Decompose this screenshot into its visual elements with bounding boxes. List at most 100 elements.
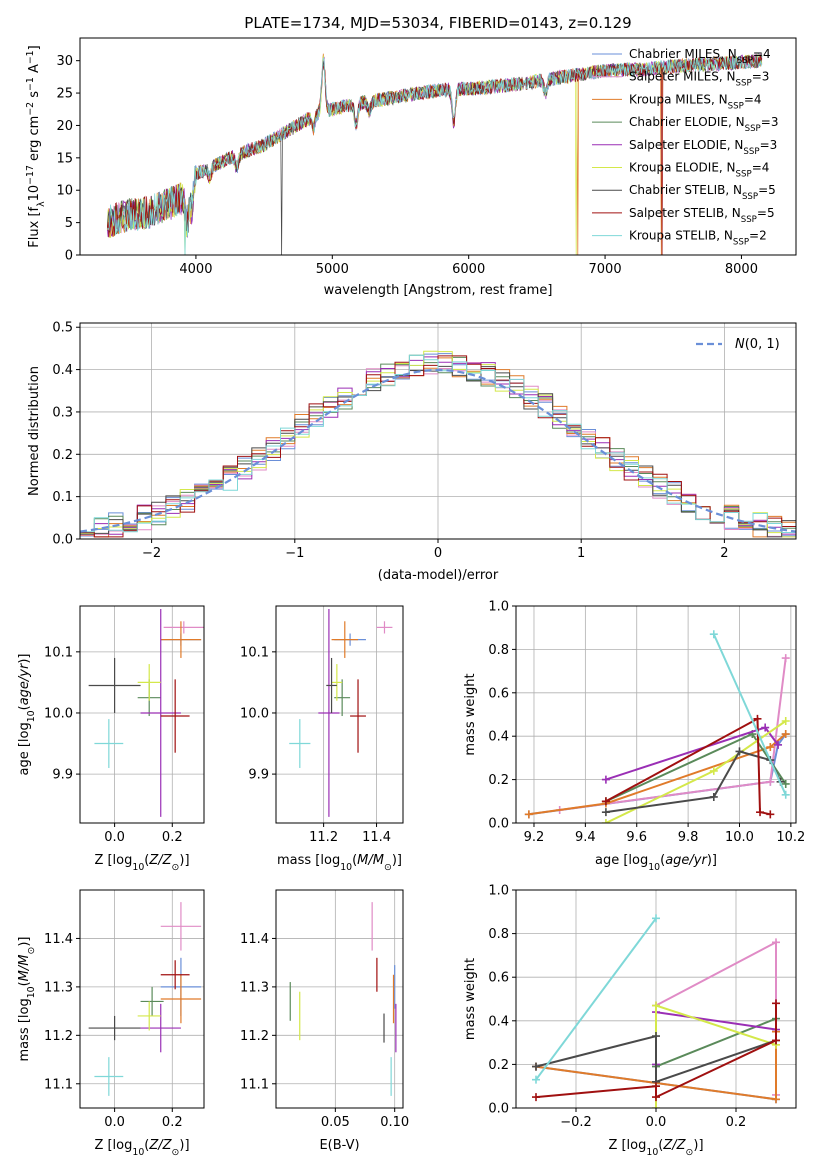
y-tick-label: 0.4 — [52, 363, 73, 378]
legend-entry: Salpeter STELIB, NSSP=5 — [629, 206, 775, 225]
weight-marker-chabrier-stelib — [735, 747, 744, 756]
y-tick-label: 0.0 — [488, 1102, 509, 1117]
weight-marker-kroupa-stelib — [652, 914, 660, 923]
x-axis-label: E(B-V) — [319, 1138, 359, 1153]
weight-marker-salpeter-stelib — [532, 1093, 540, 1102]
mass-vs-ebv-panel: 0.05 0.10 11.1 11.2 11.3 11.4 E(B-V) — [240, 889, 409, 1153]
x-tick-label: 11.4 — [362, 830, 391, 845]
weight-line-salpeter-stelib — [605, 717, 771, 816]
y-tick-label: 0.0 — [488, 817, 509, 832]
weight-marker-kroupa-miles — [781, 730, 790, 739]
weight-marker-salpeter-stelib — [766, 810, 775, 819]
residuals-panel: −2 −1 0 1 2 0.0 0.1 0.2 0.3 0.4 0.5 (data-model)/er… — [27, 321, 797, 583]
legend-entry: Salpeter ELODIE, NSSP=3 — [629, 138, 777, 157]
legend-entry: Chabrier STELIB, NSSP=5 — [629, 183, 776, 202]
weight-marker-salpeter-elodie — [601, 775, 610, 784]
y-tick-label: 10 — [56, 184, 73, 199]
weight-marker-salpeter-miles — [772, 938, 780, 947]
weight-marker-salpeter-elodie — [774, 740, 783, 749]
weight-marker-salpeter-stelib — [772, 1036, 780, 1045]
y-tick-label: 0.5 — [52, 321, 73, 336]
x-axis-label: (data-model)/error — [378, 568, 499, 583]
weight-marker-kroupa-elodie — [709, 766, 718, 775]
y-tick-label: 1.0 — [488, 884, 509, 899]
legend-entry: N(0, 1) — [735, 337, 780, 352]
y-tick-label: 5 — [65, 216, 73, 231]
weight-line-kroupa-miles — [528, 733, 787, 816]
x-tick-label: 0.2 — [162, 1115, 183, 1130]
axes-frame — [515, 605, 797, 824]
x-axis-label: age [log10(age/yr)] — [595, 853, 717, 873]
axes-frame — [79, 605, 205, 824]
x-axis-label: Z [log10(Z/Z⊙)] — [94, 1138, 189, 1158]
legend-entry: Kroupa STELIB, NSSP=2 — [629, 229, 767, 248]
y-tick-label: 0.8 — [488, 927, 509, 942]
y-tick-label: 0.3 — [52, 405, 73, 420]
weight-marker-kroupa-stelib — [532, 1075, 540, 1084]
weight-marker-kroupa-miles — [772, 1095, 780, 1104]
x-tick-label: 0.2 — [162, 830, 183, 845]
x-tick-label: 6000 — [452, 262, 485, 277]
y-tick-label: 0.0 — [52, 533, 73, 548]
y-tick-label: 0.4 — [488, 1014, 509, 1029]
y-tick-label: 1.0 — [488, 600, 509, 615]
x-tick-label: 9.2 — [524, 830, 545, 845]
x-tick-label: −1 — [285, 546, 304, 561]
x-tick-label: 10.0 — [725, 830, 754, 845]
x-tick-label: 8000 — [725, 262, 758, 277]
x-tick-label: 9.8 — [678, 830, 699, 845]
axes-frame — [79, 889, 205, 1109]
y-tick-label: 0.1 — [52, 490, 73, 505]
axes-frame — [275, 889, 404, 1109]
y-tick-label: 10.1 — [44, 645, 73, 660]
x-tick-label: 0.0 — [104, 1115, 125, 1130]
weight-marker-chabrier-stelib — [601, 808, 610, 817]
y-tick-label: 11.2 — [44, 1029, 73, 1044]
weight-marker-salpeter-stelib — [652, 1082, 660, 1091]
x-tick-label: 4000 — [179, 262, 212, 277]
x-tick-label: 5000 — [316, 262, 349, 277]
spectrum-panel: 4000 5000 6000 7000 8000 0 5 10 15 20 25 30 waveleng… — [25, 37, 797, 298]
x-tick-label: 0 — [434, 546, 442, 561]
legend-entry: Salpeter MILES, NSSP=3 — [629, 70, 769, 89]
y-tick-label: 0.2 — [488, 773, 509, 788]
y-tick-label: 0.4 — [488, 730, 509, 745]
x-tick-label: 9.4 — [575, 830, 596, 845]
legend-entry: Chabrier MILES, NSSP=4 — [629, 47, 771, 66]
x-axis-label: Z [log10(Z/Z⊙)] — [94, 853, 189, 873]
legend-entry: Kroupa ELODIE, NSSP=4 — [629, 161, 769, 180]
plot-area — [88, 609, 204, 817]
x-axis-label: mass [log10(M/M⊙)] — [277, 853, 402, 873]
weight-marker-kroupa-elodie — [652, 1001, 660, 1010]
weight-marker-salpeter-stelib — [753, 714, 762, 723]
weight-line-chabrier-stelib — [535, 1034, 777, 1084]
weight-marker-salpeter-miles — [781, 654, 790, 663]
mass-vs-metallicity-panel: 0.0 0.2 11.1 11.2 11.3 11.4 Z [log10(Z/Z⊙)] mas… — [17, 889, 205, 1158]
x-tick-label: 10.2 — [776, 830, 805, 845]
y-tick-label: 10.1 — [240, 645, 269, 660]
x-tick-label: 0.0 — [104, 830, 125, 845]
histogram-kroupa-stelib — [80, 354, 796, 533]
y-tick-label: 11.4 — [44, 932, 73, 947]
weight-marker-kroupa-stelib — [781, 790, 790, 799]
weight-marker-chabrier-elodie — [781, 779, 790, 788]
x-tick-label: −2 — [142, 546, 161, 561]
y-axis-label: Flux [fλ10−17 erg cm−2 s−1 A−1] — [25, 45, 47, 247]
y-tick-label: 15 — [56, 151, 73, 166]
weight-marker-salpeter-miles — [766, 777, 775, 786]
weight-vs-age-panel: 9.2 9.4 9.6 9.8 10.0 10.2 0.0 0.2 0.4 0.6 0.8 1.0 ag… — [463, 600, 805, 873]
y-tick-label: 0.6 — [488, 971, 509, 986]
axes-frame — [275, 605, 404, 824]
weight-marker-salpeter-stelib — [756, 808, 765, 817]
weight-marker-salpeter-elodie — [761, 723, 770, 732]
x-tick-label: 1 — [577, 546, 585, 561]
y-tick-label: 0 — [65, 249, 73, 264]
y-axis-label: mass weight — [463, 958, 478, 1040]
weight-marker-chabrier-stelib — [652, 1032, 660, 1041]
weight-marker-kroupa-stelib — [709, 630, 718, 639]
y-tick-label: 0.2 — [488, 1058, 509, 1073]
plot-area — [106, 52, 763, 255]
weight-line-kroupa-stelib — [712, 633, 787, 796]
legend-entry: Chabrier ELODIE, NSSP=3 — [629, 115, 778, 134]
